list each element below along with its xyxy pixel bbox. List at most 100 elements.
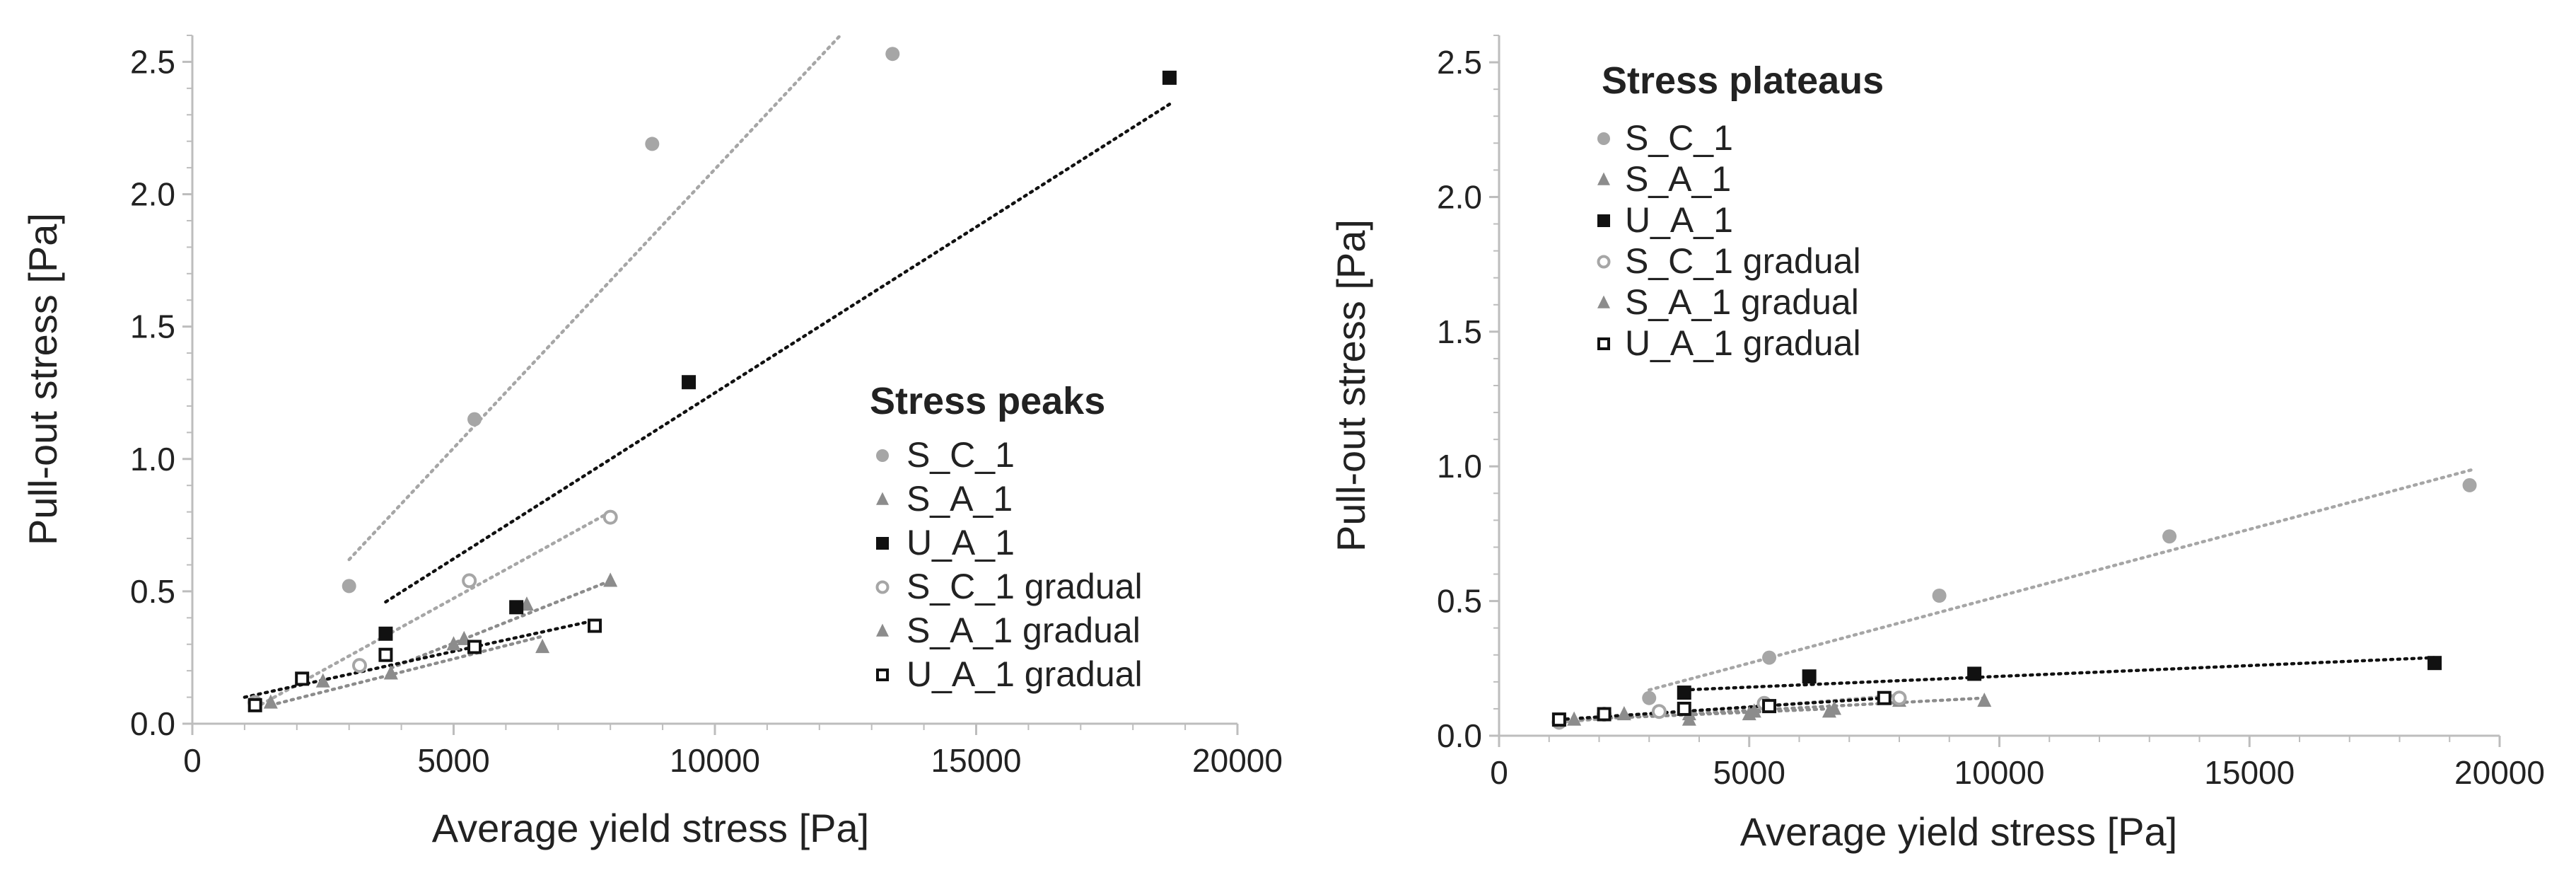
data-point (467, 412, 482, 427)
data-point (2428, 656, 2442, 671)
y-axis-label: Pull-out stress [Pa] (1329, 219, 1373, 552)
y-tick-label: 1.0 (1437, 448, 1482, 485)
data-point (535, 638, 550, 654)
y-tick-label: 1.0 (130, 441, 175, 478)
y-tick-label: 2.0 (130, 176, 175, 213)
y-tick-label: 0.5 (1437, 583, 1482, 620)
x-tick-label: 15000 (931, 742, 1022, 779)
legend-entry: S_A_1 gradual (907, 611, 1141, 650)
data-point (1651, 704, 1667, 719)
data-point (383, 665, 398, 680)
data-point (1742, 706, 1756, 721)
legend-entry: U_A_1 gradual (1625, 323, 1861, 363)
trend-line (1572, 707, 1831, 722)
legend-entry: S_A_1 gradual (1625, 282, 1859, 322)
data-point (588, 618, 602, 633)
data-point (1762, 650, 1777, 665)
x-axis-label: Average yield stress [Pa] (1740, 809, 2177, 854)
data-point (645, 137, 660, 151)
data-point (1597, 707, 1612, 722)
legend-entry: S_C_1 (907, 435, 1015, 475)
x-tick-label: 20000 (1192, 742, 1283, 779)
legend-marker (1597, 295, 1610, 308)
legend-entry: S_A_1 (907, 479, 1013, 519)
data-point (1967, 666, 1982, 681)
data-point (1616, 706, 1631, 721)
data-point (1802, 669, 1817, 684)
data-point (1682, 711, 1696, 726)
legend-entry: U_A_1 gradual (907, 654, 1143, 694)
y-tick-label: 0.5 (130, 573, 175, 610)
data-point (378, 626, 393, 641)
x-tick-label: 5000 (417, 742, 489, 779)
data-point (885, 47, 900, 62)
data-point (1677, 686, 1691, 700)
x-axis-label: Average yield stress [Pa] (432, 806, 869, 850)
x-tick-label: 15000 (2204, 754, 2295, 791)
y-tick-label: 2.5 (130, 43, 175, 80)
y-tick-label: 2.0 (1437, 178, 1482, 215)
data-point (1977, 693, 1992, 707)
y-tick-label: 0.0 (130, 705, 175, 742)
x-tick-label: 0 (183, 742, 202, 779)
x-tick-label: 10000 (670, 742, 760, 779)
data-point (603, 572, 618, 587)
legend-marker (876, 492, 889, 505)
data-point (1551, 712, 1566, 727)
data-point (351, 658, 367, 673)
data-point (1932, 589, 1947, 603)
chart-stress-plateaus: 0.0 0.5 1.0 1.5 2.0 2.5 0 5000 10000 15000 20000 Av… (1329, 35, 2545, 854)
trend-line (269, 635, 544, 707)
legend-entry: S_A_1 (1625, 159, 1731, 199)
legend-marker (876, 623, 889, 637)
x-tick-label: 10000 (1954, 754, 2045, 791)
x-tick-label: 20000 (2454, 754, 2545, 791)
data-point (1822, 703, 1836, 718)
data-point (1762, 699, 1777, 714)
legend-title: Stress peaks (870, 380, 1105, 422)
data-point (1162, 70, 1177, 85)
y-tick-label: 0.0 (1437, 717, 1482, 754)
legend-entry: S_C_1 (1625, 118, 1733, 158)
legend-marker (1597, 132, 1610, 145)
legend-marker (875, 580, 890, 594)
data-point (1677, 701, 1691, 716)
data-point (342, 579, 356, 594)
data-point (315, 673, 330, 688)
trend-line (1682, 656, 2437, 692)
data-point (247, 698, 262, 712)
y-tick-label: 1.5 (130, 308, 175, 345)
chart-stress-peaks: 0.0 0.5 1.0 1.5 2.0 2.5 0 5000 10000 15000 20000 Av… (21, 35, 1283, 850)
data-point (446, 636, 461, 651)
data-point (1877, 690, 1892, 705)
y-axis-label: Pull-out stress [Pa] (21, 213, 65, 545)
legend-marker (1597, 255, 1611, 269)
legend-marker (876, 537, 889, 550)
data-point (2462, 478, 2477, 492)
trend-line (389, 579, 612, 670)
legend-marker (1597, 214, 1610, 227)
legend-marker (876, 449, 889, 462)
legend-entry: S_C_1 gradual (1625, 241, 1861, 281)
trend-line (384, 103, 1172, 604)
data-point (378, 647, 393, 662)
data-point (295, 671, 310, 686)
data-point (1642, 690, 1657, 705)
data-point (467, 640, 482, 654)
data-point (1567, 711, 1582, 726)
data-point (462, 573, 477, 589)
trend-line (1557, 696, 1887, 722)
x-tick-label: 5000 (1713, 754, 1785, 791)
y-tick-label: 1.5 (1437, 313, 1482, 350)
legend-entry: S_C_1 gradual (907, 567, 1143, 606)
trend-line (1648, 467, 2476, 692)
data-point (2162, 529, 2177, 544)
legend-entry: U_A_1 (907, 523, 1015, 562)
x-tick-label: 0 (1490, 754, 1508, 791)
trend-line (253, 510, 612, 710)
legend-entry: U_A_1 (1625, 200, 1733, 240)
legend-title: Stress plateaus (1602, 59, 1884, 102)
legend-marker (1597, 337, 1610, 350)
data-point (682, 375, 697, 390)
